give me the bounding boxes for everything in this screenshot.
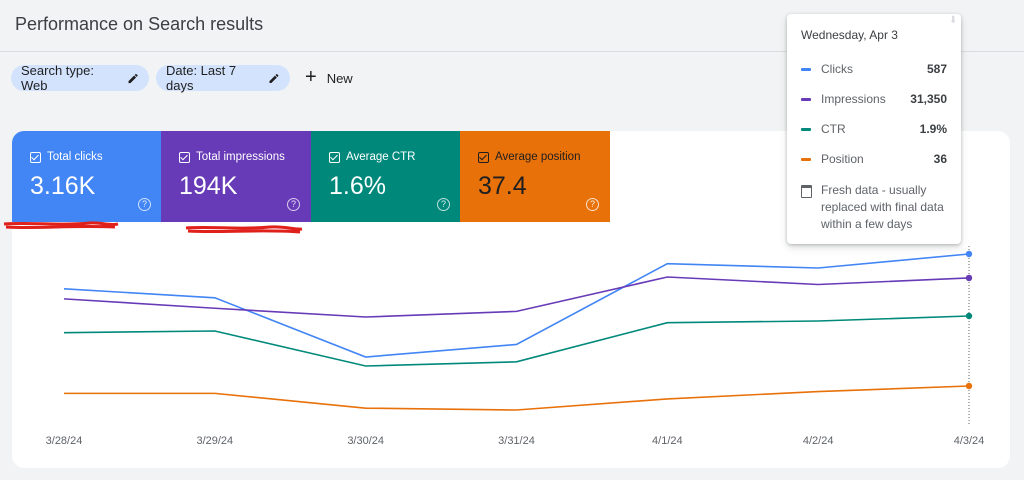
- metric-card-impressions[interactable]: Total impressions 194K ?: [161, 131, 311, 222]
- x-tick-label: 3/31/24: [498, 435, 535, 447]
- legend-swatch: [801, 67, 811, 71]
- fresh-data-note-text: Fresh data - usually replaced with final…: [821, 183, 944, 231]
- x-tick-label: 4/1/24: [652, 435, 683, 447]
- metric-value-position: 37.4: [478, 172, 527, 200]
- highlight-point-impressions: [965, 274, 973, 282]
- edit-pencil-icon: [128, 73, 138, 83]
- metric-value-clicks: 3.16K: [30, 172, 96, 200]
- metric-label-impressions: Total impressions: [196, 151, 285, 163]
- x-tick-label: 4/2/24: [803, 435, 834, 447]
- series-line-position: [64, 385, 970, 411]
- date-filter-label: Date: Last 7 days: [166, 63, 237, 93]
- help-icon[interactable]: ?: [138, 198, 151, 211]
- checkbox-icon: [329, 151, 340, 163]
- metric-label-ctr: Average CTR: [346, 151, 416, 163]
- page-title: Performance on Search results: [15, 14, 264, 34]
- x-tick-label: 3/30/24: [347, 435, 384, 447]
- tooltip-row-position: Position 36: [801, 144, 947, 174]
- download-icon: ⬇: [949, 15, 958, 26]
- new-filter-button[interactable]: + New: [305, 66, 353, 88]
- tooltip-label: Clicks: [821, 62, 853, 76]
- checkbox-icon: [179, 151, 190, 163]
- help-icon[interactable]: ?: [287, 198, 300, 211]
- plus-icon: +: [305, 66, 317, 88]
- metric-card-clicks[interactable]: Total clicks 3.16K ?: [12, 131, 162, 222]
- tooltip-label: Position: [821, 152, 864, 166]
- x-tick-label: 3/28/24: [46, 435, 83, 447]
- checkbox-icon: [30, 151, 41, 163]
- metric-card-position[interactable]: Average position 37.4 ?: [460, 131, 610, 222]
- tooltip-value: 1.9%: [919, 122, 947, 136]
- help-icon[interactable]: ?: [437, 198, 450, 211]
- legend-swatch: [801, 127, 811, 131]
- series-line-clicks: [63, 253, 970, 358]
- highlight-point-position: [965, 382, 973, 390]
- x-tick-label: 4/3/24: [954, 435, 985, 447]
- tooltip-label: CTR: [821, 122, 846, 136]
- highlight-point-clicks: [965, 250, 973, 258]
- search-type-filter-label: Search type: Web: [21, 63, 94, 93]
- tooltip-value: 31,350: [910, 92, 947, 106]
- metric-card-ctr[interactable]: Average CTR 1.6% ?: [311, 131, 461, 222]
- series-line-impressions: [63, 276, 970, 318]
- tooltip-value: 587: [926, 62, 947, 76]
- tooltip-label: Impressions: [821, 92, 886, 106]
- metric-label-position: Average position: [495, 151, 581, 163]
- tooltip-value: 36: [933, 152, 947, 166]
- header-divider: [0, 51, 1024, 52]
- calendar-icon: [801, 185, 812, 198]
- date-filter-chip[interactable]: Date: Last 7 days: [156, 63, 290, 93]
- tooltip-row-clicks: Clicks 587: [801, 54, 947, 84]
- fresh-data-note: Fresh data - usually replaced with final…: [801, 182, 947, 233]
- help-icon[interactable]: ?: [586, 198, 599, 211]
- tooltip-row-ctr: CTR 1.9%: [801, 114, 947, 144]
- metric-label-clicks: Total clicks: [47, 151, 103, 163]
- x-tick-label: 3/29/24: [196, 435, 233, 447]
- metric-value-ctr: 1.6%: [329, 172, 386, 200]
- tooltip-row-impressions: Impressions 31,350: [801, 84, 947, 114]
- highlight-point-ctr: [965, 312, 973, 320]
- legend-swatch: [801, 157, 811, 161]
- checkbox-icon: [478, 151, 489, 163]
- chart-tooltip: ⬇ Wednesday, Apr 3 Clicks 587 Impression…: [787, 14, 961, 244]
- legend-swatch: [801, 97, 811, 101]
- metric-value-impressions: 194K: [179, 172, 238, 200]
- tooltip-date: Wednesday, Apr 3: [801, 28, 898, 42]
- search-type-filter-chip[interactable]: Search type: Web: [11, 63, 149, 93]
- new-filter-label: New: [326, 70, 353, 86]
- edit-pencil-icon: [269, 73, 279, 83]
- series-line-ctr: [63, 315, 970, 367]
